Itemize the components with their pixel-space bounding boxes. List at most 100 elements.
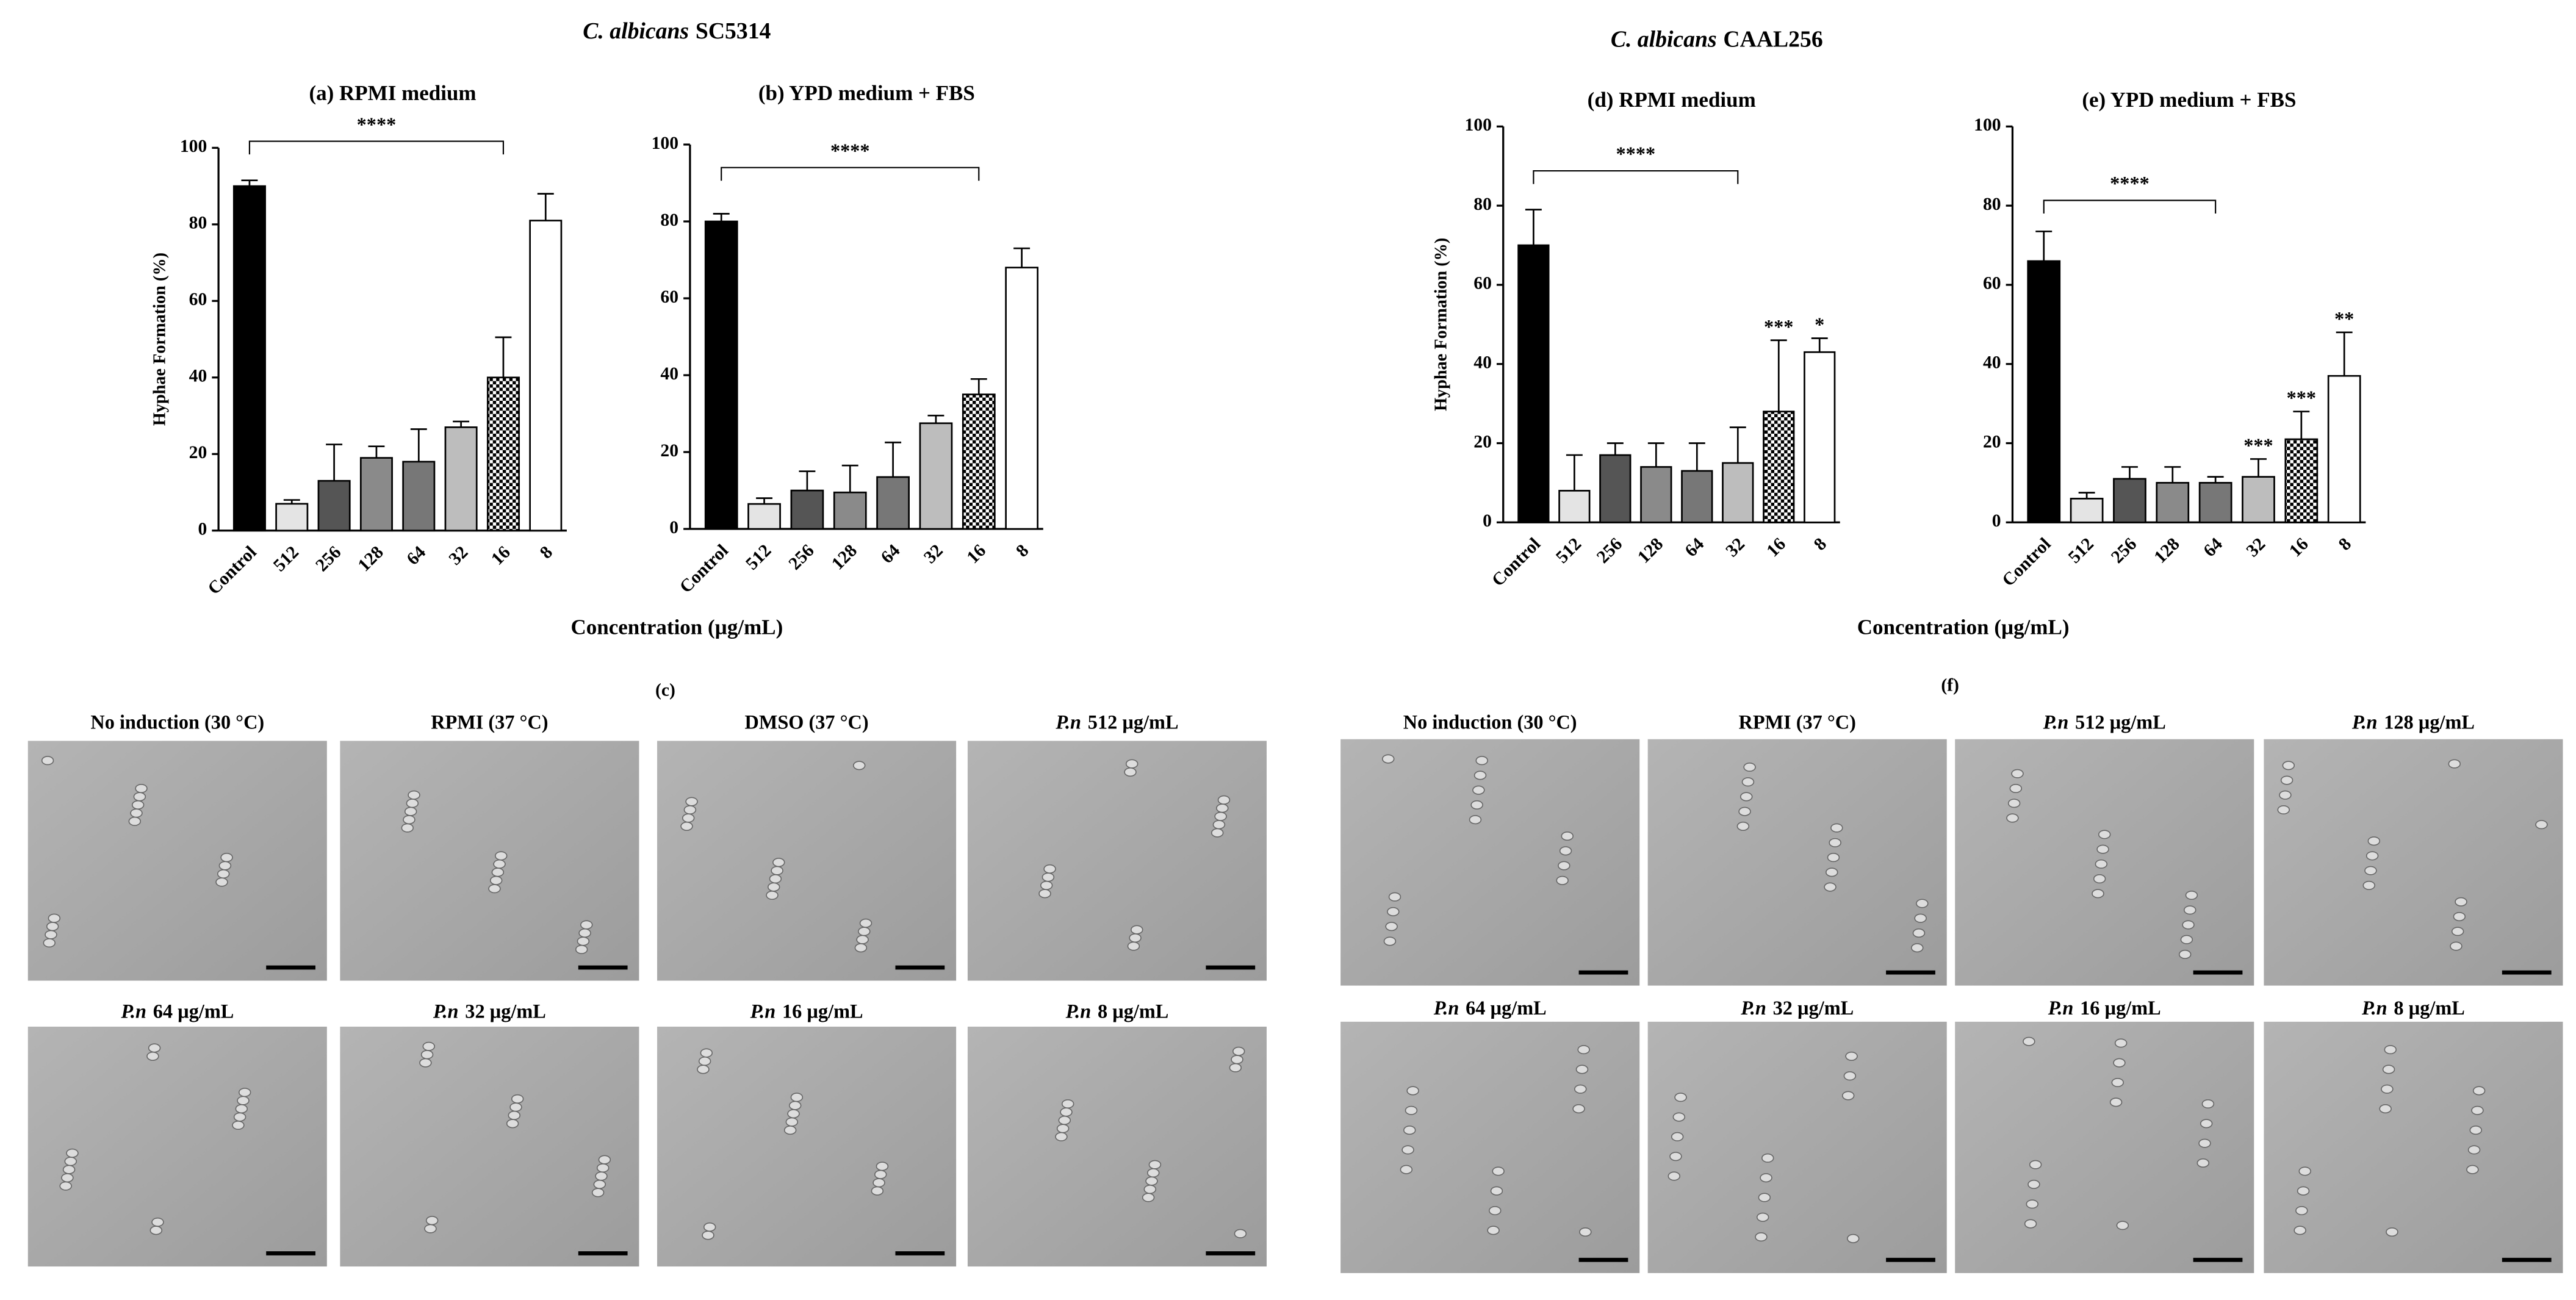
cell	[1914, 913, 1927, 923]
bar	[317, 479, 351, 532]
cell	[146, 1051, 159, 1061]
cell	[1060, 1107, 1073, 1117]
cell	[41, 756, 54, 766]
caption-text: 8 µg/mL	[2394, 997, 2464, 1019]
error-bar	[2293, 411, 2310, 440]
caption-strain: P.n	[1740, 997, 1766, 1019]
caption-strain: P.n	[2043, 711, 2069, 733]
cell	[506, 1119, 519, 1129]
significance-bracket	[2043, 199, 2217, 214]
cell	[149, 1226, 163, 1235]
cell	[1148, 1160, 1162, 1169]
cell	[2113, 1058, 2126, 1068]
cell	[2027, 1179, 2040, 1189]
cell	[1055, 1132, 1068, 1141]
cell	[2184, 905, 2196, 915]
cell	[425, 1216, 439, 1226]
cell	[1473, 770, 1487, 780]
cell	[1400, 1165, 1413, 1174]
cell	[1575, 1065, 1589, 1074]
cell	[2471, 1105, 2484, 1115]
cell	[1129, 933, 1142, 943]
cell	[1558, 861, 1570, 871]
caption-text: 32 µg/mL	[465, 1000, 546, 1022]
cell	[1561, 831, 1574, 841]
significance-label: ****	[2110, 173, 2150, 195]
micrograph-caption: RPMI (37 °C)	[431, 711, 548, 733]
significance-bracket	[721, 167, 980, 181]
error-bar	[2207, 476, 2224, 483]
cell	[596, 1163, 610, 1173]
cell	[1231, 1055, 1243, 1065]
cell	[1912, 928, 1926, 938]
cell	[1916, 899, 1929, 908]
cell	[1038, 889, 1051, 899]
cell	[2011, 769, 2024, 778]
cell	[766, 890, 779, 900]
y-axis-label: Hyphae Formation (%)	[150, 253, 169, 426]
bar	[529, 220, 563, 532]
cell	[420, 1050, 434, 1060]
caption-text: 64 µg/mL	[1466, 997, 1547, 1019]
micrograph-caption: RPMI (37 °C)	[1739, 711, 1856, 733]
caption-text: No induction (30 °C)	[90, 711, 264, 733]
cell	[406, 799, 419, 808]
cell	[2200, 1119, 2213, 1129]
cell	[1492, 1166, 1505, 1176]
cell	[1234, 1229, 1247, 1238]
micrograph-caption: P.n 16 µg/mL	[750, 1000, 863, 1022]
cell	[1056, 1124, 1070, 1133]
micrograph	[967, 741, 1267, 981]
cell	[2295, 1205, 2308, 1216]
cell	[2379, 1104, 2392, 1114]
significance-bracket	[1533, 170, 1739, 184]
cell	[237, 1096, 250, 1105]
bar	[275, 503, 309, 532]
micrograph-caption: DMSO (37 °C)	[745, 711, 869, 733]
cell	[1216, 803, 1229, 813]
cell	[130, 808, 143, 818]
cell	[1232, 1046, 1245, 1056]
species: C. albicans	[1611, 26, 1717, 52]
panel-label: (f)	[1941, 675, 1959, 695]
significance-label: **	[2334, 307, 2354, 329]
error-bar	[410, 428, 427, 462]
bar	[2327, 375, 2361, 523]
bar	[1722, 462, 1754, 523]
micrograph	[340, 741, 639, 981]
cell	[2466, 1165, 2479, 1174]
cell	[488, 884, 501, 894]
caption-text: 16 µg/mL	[2080, 997, 2161, 1019]
cell	[1824, 882, 1837, 892]
caption-text: No induction (30 °C)	[1403, 711, 1577, 733]
cell	[767, 882, 780, 892]
cell	[1387, 907, 1400, 916]
cell	[2009, 783, 2023, 794]
cell	[238, 1088, 251, 1097]
caption-text: DMSO (37 °C)	[745, 711, 869, 733]
y-tick-label: 100	[652, 134, 678, 153]
cell	[1146, 1168, 1160, 1178]
y-axis-label: Hyphae Formation (%)	[1432, 238, 1451, 411]
error-bar	[368, 445, 385, 458]
cell	[1125, 759, 1139, 769]
group-title: C. albicans SC5314	[583, 18, 771, 44]
cell	[508, 1110, 521, 1120]
cell	[1755, 1232, 1768, 1242]
cell	[876, 1162, 889, 1171]
caption-text: 32 µg/mL	[1773, 997, 1854, 1019]
significance-label: ***	[1764, 315, 1793, 337]
bar	[2070, 497, 2104, 523]
cell	[489, 875, 503, 885]
bar	[704, 220, 738, 530]
cell	[577, 936, 590, 946]
cell	[2535, 820, 2548, 830]
error-bar	[970, 378, 987, 395]
chart-title: (e) YPD medium + FBS	[2082, 88, 2296, 112]
cell	[2297, 1186, 2310, 1196]
micrograph	[1955, 1021, 2254, 1273]
cell	[1042, 872, 1055, 882]
cell	[491, 867, 505, 877]
cell	[2098, 830, 2111, 839]
